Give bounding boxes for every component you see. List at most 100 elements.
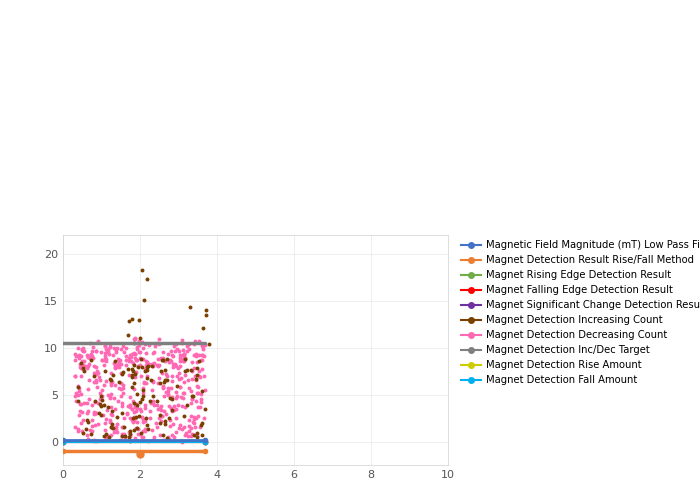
Point	[123, 332, 134, 340]
Point	[132, 430, 144, 438]
Point	[160, 376, 171, 384]
Point	[147, 378, 158, 386]
Point	[157, 354, 168, 362]
Point	[139, 401, 150, 409]
Point	[118, 342, 129, 350]
Point	[76, 352, 87, 360]
Point	[199, 406, 211, 413]
Point	[99, 432, 110, 440]
Point	[116, 384, 127, 392]
Point	[126, 404, 137, 412]
Point	[165, 347, 176, 355]
Point	[120, 352, 132, 360]
Point	[78, 361, 89, 369]
Point	[72, 428, 83, 436]
Point	[176, 340, 187, 347]
Point	[188, 415, 199, 423]
Point	[144, 397, 155, 405]
Point	[178, 388, 190, 396]
Point	[151, 361, 162, 369]
Point	[86, 348, 97, 356]
Point	[125, 351, 136, 359]
Point	[157, 348, 168, 356]
Point	[176, 336, 187, 344]
Point	[191, 376, 202, 384]
Point	[76, 400, 87, 408]
Point	[94, 376, 106, 384]
Point	[157, 436, 168, 444]
Point	[134, 430, 146, 438]
Point	[147, 386, 158, 394]
Point	[82, 352, 93, 360]
Point	[185, 412, 196, 420]
Point	[166, 377, 177, 385]
Point	[69, 372, 80, 380]
Point	[109, 356, 120, 364]
Point	[187, 392, 198, 400]
Point	[130, 354, 141, 362]
Point	[178, 350, 190, 358]
Point	[129, 350, 140, 358]
Point	[84, 354, 95, 362]
Point	[170, 362, 181, 370]
Point	[118, 423, 129, 431]
Point	[130, 370, 141, 378]
Point	[196, 342, 207, 350]
Point	[139, 425, 150, 433]
Point	[136, 364, 148, 372]
Point	[173, 424, 184, 432]
Point	[177, 356, 188, 364]
Point	[153, 414, 164, 422]
Point	[90, 422, 101, 430]
Point	[194, 403, 205, 411]
Point	[133, 412, 144, 420]
Point	[105, 410, 116, 418]
Point	[148, 433, 160, 441]
Point	[90, 348, 101, 356]
Point	[192, 389, 203, 397]
Point	[127, 414, 139, 422]
Point	[153, 335, 164, 343]
Point	[190, 350, 202, 358]
Point	[192, 432, 203, 440]
Point	[90, 348, 101, 356]
Point	[129, 412, 140, 420]
Point	[127, 367, 139, 375]
Point	[76, 359, 87, 367]
Point	[155, 354, 166, 362]
Point	[92, 420, 104, 428]
Point	[140, 356, 151, 364]
Point	[152, 340, 163, 347]
Point	[123, 356, 134, 364]
Point	[130, 414, 141, 422]
Point	[107, 424, 118, 432]
Point	[102, 347, 113, 355]
Point	[94, 388, 106, 396]
Point	[162, 372, 173, 380]
Point	[95, 392, 106, 400]
Point	[140, 380, 151, 388]
Point	[104, 344, 116, 351]
Point	[157, 356, 168, 364]
Point	[81, 431, 92, 439]
Point	[108, 360, 119, 368]
Point	[123, 428, 134, 436]
Point	[106, 407, 118, 415]
Point	[75, 364, 86, 372]
Point	[134, 334, 145, 342]
Point	[166, 431, 177, 439]
Point	[165, 422, 176, 430]
Point	[128, 408, 139, 416]
Point	[170, 428, 181, 436]
Point	[201, 306, 212, 314]
Point	[125, 430, 136, 438]
Point	[141, 275, 153, 283]
Point	[130, 334, 141, 342]
Point	[116, 432, 127, 440]
Point	[196, 420, 207, 428]
Point	[193, 382, 204, 390]
Point	[186, 424, 197, 432]
Point	[106, 378, 118, 386]
Point	[101, 406, 112, 414]
Point	[167, 363, 178, 371]
